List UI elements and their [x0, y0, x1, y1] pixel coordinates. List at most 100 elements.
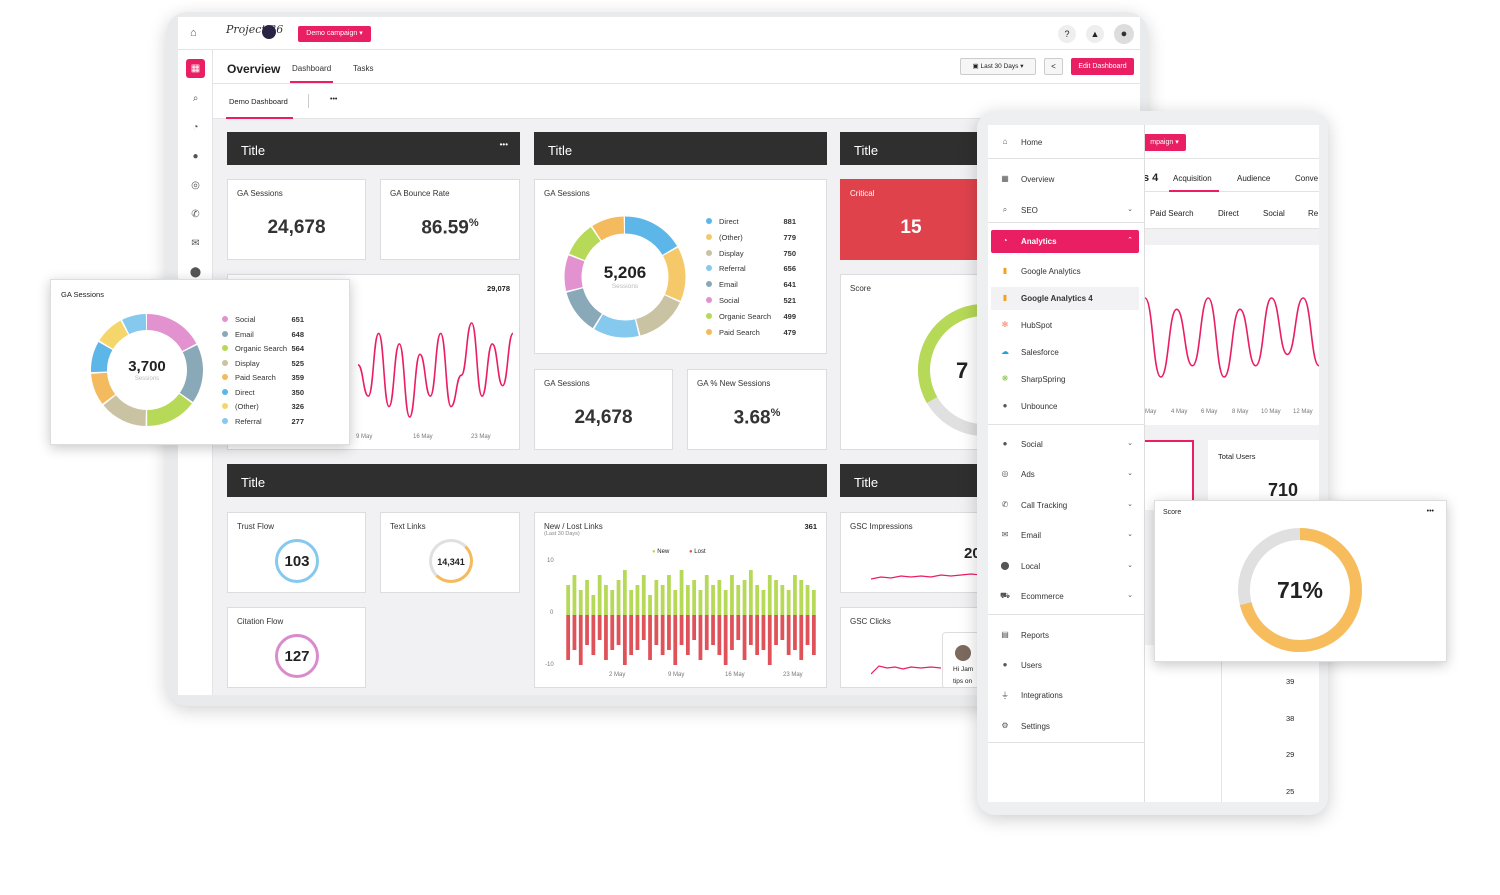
legend-item: Display 525 [222, 359, 304, 369]
bar-new [805, 585, 810, 615]
menu-item-local[interactable]: ⬤ Local ⌄ [991, 555, 1139, 578]
gsc-clicks-spark [871, 665, 941, 675]
card-value: 14,341 [437, 557, 465, 567]
unbounce-icon: ● [1002, 401, 1008, 410]
dashboard-icon[interactable]: ▦ [186, 59, 205, 78]
chevron-icon: ⌃ [1127, 237, 1133, 244]
menu-item-label: Home [1021, 138, 1043, 147]
menu-item-email[interactable]: ✉ Email ⌄ [991, 524, 1139, 547]
menu-item-ecommerce[interactable]: ⛟ Ecommerce ⌄ [991, 585, 1139, 608]
pie-icon[interactable]: ◔ [192, 122, 199, 133]
menu-item-salesforce[interactable]: ☁ Salesforce [991, 341, 1139, 364]
bar-lost [566, 615, 571, 660]
bar-new [730, 575, 734, 615]
tablet-campaign-button[interactable]: mpaign ▾ [1143, 134, 1186, 151]
legend-value: 499 [783, 311, 796, 321]
slideout-menu: ⌂ Home ▦ Overview ⌕ SEO ⌄ ◔ Analytics ⌃ ▮ Google An… [988, 125, 1145, 802]
x-tick: 16 May [725, 672, 745, 678]
tabs-more-icon[interactable]: ••• [330, 96, 338, 103]
bar-lost [629, 615, 634, 655]
menu-item-home[interactable]: ⌂ Home [991, 131, 1139, 154]
salesforce-icon: ☁ [1001, 347, 1009, 356]
bar-lost [711, 615, 715, 645]
legend-dot [222, 388, 228, 395]
menu-item-reports[interactable]: ▤ Reports [991, 624, 1139, 647]
legend-label: Social [719, 296, 740, 305]
legend-label: Paid Search [235, 373, 276, 382]
chat-text: tips on [953, 678, 973, 685]
sharpspring-icon: ❋ [1001, 374, 1009, 383]
subtab[interactable]: Direct [1218, 209, 1239, 218]
card-label: GA Sessions [544, 379, 590, 388]
menu-item-overview[interactable]: ▦ Overview [991, 168, 1139, 191]
bar-new [641, 575, 646, 615]
score-popup: Score ••• 71% [1154, 500, 1447, 662]
legend-dot [222, 316, 228, 322]
home-icon[interactable]: ⌂ [190, 27, 197, 39]
popup-sub: Sessions [134, 376, 160, 382]
menu-item-integrations[interactable]: ⏚ Integrations [991, 684, 1139, 707]
legend-label: Direct [235, 387, 255, 397]
menu-item-ads[interactable]: ◎ Ads ⌄ [991, 463, 1139, 486]
menu-item-hubspot[interactable]: ✻ HubSpot [991, 314, 1139, 337]
envelope-icon[interactable]: ✉ [191, 238, 200, 249]
menu-item-social[interactable]: ● Social ⌄ [991, 433, 1139, 456]
menu-item-sharpspring[interactable]: ❋ SharpSpring [991, 368, 1139, 391]
bar-new [692, 580, 697, 615]
legend-item: (Other) 779 [706, 233, 796, 243]
menu-item-google-analytics-4[interactable]: ▮ Google Analytics 4 [991, 287, 1139, 310]
card-label: Text Links [390, 522, 426, 531]
avatar[interactable]: ● [1114, 24, 1134, 44]
share-icon[interactable]: < [1044, 58, 1063, 75]
tab-dashboard[interactable]: Dashboard [292, 64, 332, 73]
menu-item-seo[interactable]: ⌕ SEO ⌄ [991, 199, 1139, 222]
menu-item-settings[interactable]: ⚙ Settings [991, 715, 1139, 738]
ads-icon[interactable]: ◎ [191, 180, 200, 191]
legend-label: Referral [719, 264, 746, 274]
bar-new [572, 575, 577, 615]
chat-widget[interactable]: Hi Jam tips on [942, 632, 979, 687]
legend-value: 525 [291, 358, 304, 368]
menu-item-analytics[interactable]: ◔ Analytics ⌃ [991, 230, 1139, 253]
table-col-divider [1221, 645, 1222, 802]
tab-tasks[interactable]: Tasks [353, 64, 374, 73]
edit-dashboard-button[interactable]: Edit Dashboard [1071, 58, 1134, 75]
section-more-icon[interactable]: ••• [499, 140, 508, 149]
menu-item-unbounce[interactable]: ● Unbounce [991, 395, 1139, 418]
card-label: GA Bounce Rate [390, 189, 450, 198]
menu-item-call-tracking[interactable]: ✆ Call Tracking ⌄ [991, 494, 1139, 517]
date-range-button[interactable]: ▣ Last 30 Days ▾ [960, 58, 1036, 75]
tablet-tab-conversions[interactable]: Conve [1295, 174, 1319, 183]
x-tick: 4 May [1171, 409, 1188, 415]
subtab[interactable]: Paid Search [1150, 209, 1194, 218]
donut-slice [91, 314, 203, 426]
bar-new [761, 590, 766, 615]
card-label: Citation Flow [237, 617, 284, 626]
phone-icon[interactable]: ✆ [191, 209, 200, 220]
help-icon[interactable]: ? [1058, 25, 1076, 43]
bar-lost [736, 615, 741, 640]
legend-dot [222, 417, 228, 424]
chat-icon[interactable]: ● [192, 151, 199, 162]
subtab[interactable]: Re [1308, 209, 1319, 218]
tab-demo-dashboard[interactable]: Demo Dashboard [229, 97, 288, 106]
legend-value: 779 [783, 232, 796, 242]
menu-item-users[interactable]: ● Users [991, 654, 1139, 677]
search-icon[interactable]: ⌕ [192, 93, 199, 104]
bell-icon[interactable]: ▲ [1086, 25, 1104, 43]
menu-item-google-analytics[interactable]: ▮ Google Analytics [991, 260, 1139, 283]
bar-lost [667, 615, 671, 650]
menu-divider [988, 158, 1145, 159]
subtab[interactable]: Social [1263, 209, 1285, 218]
campaign-dropdown[interactable]: Demo campaign ▾ [298, 26, 371, 42]
tablet-tab-audience[interactable]: Audience [1237, 174, 1271, 183]
tablet-tab-acquisition[interactable]: Acquisition [1173, 174, 1212, 183]
section-title-4: Title [227, 464, 827, 497]
score-popup-more-icon[interactable]: ••• [1426, 508, 1434, 515]
score-popup-label: Score [1163, 509, 1182, 516]
bar-lost [641, 615, 646, 640]
legend-dot [706, 233, 712, 240]
menu-item-label: SharpSpring [1021, 375, 1066, 384]
pin-icon[interactable]: ⬤ [189, 267, 202, 278]
citation-flow-card: Citation Flow 127 [227, 607, 366, 688]
